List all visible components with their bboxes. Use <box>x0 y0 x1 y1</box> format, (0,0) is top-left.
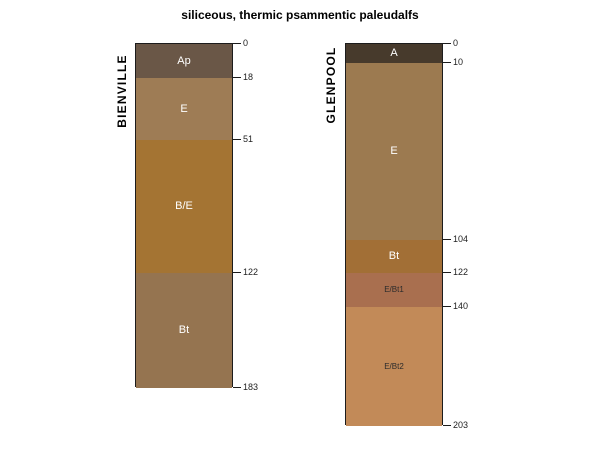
depth-tick <box>443 272 451 273</box>
horizon-bienville-bt: Bt <box>136 273 232 388</box>
depth-tick <box>443 239 451 240</box>
depth-tick <box>233 387 241 388</box>
depth-tick-label: 0 <box>453 38 459 48</box>
depth-tick-label: 0 <box>243 38 249 48</box>
horizon-label: E/Bt2 <box>384 361 404 371</box>
horizon-label: B/E <box>175 200 193 212</box>
depth-tick-label: 203 <box>453 420 469 430</box>
horizon-bienville-ap: Ap <box>136 44 232 78</box>
depth-tick <box>443 43 451 44</box>
depth-tick <box>233 43 241 44</box>
depth-tick-label: 122 <box>453 267 469 277</box>
horizon-label: E <box>180 102 188 115</box>
horizon-label: Bt <box>178 324 190 336</box>
depth-tick-label: 122 <box>243 267 259 277</box>
depth-tick-label: 10 <box>453 57 464 67</box>
horizon-label: Bt <box>388 250 400 262</box>
depth-tick <box>443 62 451 63</box>
horizon-glenpool-ebt2: E/Bt2 <box>346 307 442 426</box>
depth-tick <box>233 77 241 78</box>
depth-tick-label: 183 <box>243 382 259 392</box>
horizon-glenpool-bt: Bt <box>346 240 442 273</box>
horizon-glenpool-a: A <box>346 44 442 63</box>
profile-id-glenpool: GLENPOOL <box>324 46 338 124</box>
depth-tick-label: 18 <box>243 72 254 82</box>
depth-tick <box>443 306 451 307</box>
depth-tick-label: 51 <box>243 134 254 144</box>
depth-tick-label: 104 <box>453 234 469 244</box>
horizon-glenpool-ebt1: E/Bt1 <box>346 273 442 307</box>
horizon-label: Ap <box>177 54 191 67</box>
horizon-glenpool-e: E <box>346 63 442 240</box>
horizon-label: E <box>390 145 398 157</box>
depth-tick <box>233 272 241 273</box>
horizon-label: A <box>390 47 398 59</box>
depth-tick <box>233 139 241 140</box>
horizon-label: E/Bt1 <box>384 285 404 294</box>
profile-box-bienville: Ap E B/E Bt <box>135 43 233 388</box>
horizon-bienville-be: B/E <box>136 140 232 273</box>
profile-box-glenpool: A E Bt E/Bt1 E/Bt2 <box>345 43 443 426</box>
chart-title: siliceous, thermic psammentic paleudalfs <box>181 8 419 22</box>
depth-tick-label: 140 <box>453 301 469 311</box>
profile-id-bienville: BIENVILLE <box>115 54 129 128</box>
depth-tick <box>443 425 451 426</box>
horizon-bienville-e: E <box>136 78 232 140</box>
